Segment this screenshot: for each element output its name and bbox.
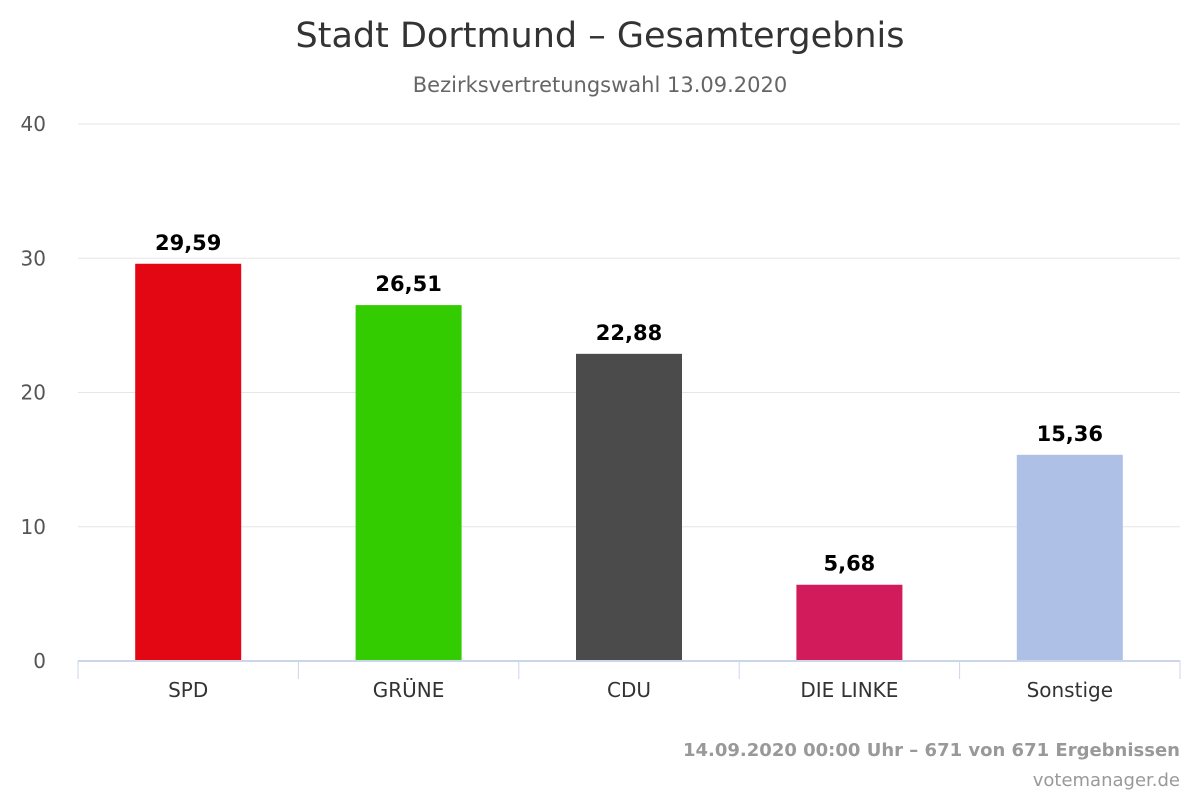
- x-axis-ticks: SPD GRÜNE CDU DIE LINKE Sonstige: [168, 678, 1113, 702]
- data-label: 29,59: [155, 231, 221, 255]
- y-tick-label: 40: [21, 112, 46, 136]
- bar-series: [135, 263, 1123, 661]
- chart-subtitle: Bezirksvertretungswahl 13.09.2020: [413, 73, 787, 97]
- results-status-text: 14.09.2020 00:00 Uhr – 671 von 671 Ergeb…: [683, 740, 1180, 761]
- x-tick-label: DIE LINKE: [800, 678, 898, 702]
- data-label: 5,68: [823, 552, 875, 576]
- y-tick-label: 0: [33, 649, 46, 673]
- bar: [576, 353, 682, 661]
- data-label: 22,88: [596, 321, 662, 345]
- bar: [355, 305, 462, 661]
- data-labels: 29,59 26,51 22,88 5,68 15,36: [155, 231, 1103, 576]
- bar: [796, 584, 903, 661]
- x-axis: [77, 660, 1181, 679]
- y-tick-label: 10: [21, 515, 46, 539]
- y-tick-label: 20: [21, 381, 46, 405]
- y-axis-ticks: 0 10 20 30 40: [21, 112, 46, 673]
- x-tick-label: CDU: [607, 678, 651, 702]
- data-label: 26,51: [375, 272, 441, 296]
- data-label: 15,36: [1037, 422, 1103, 446]
- y-tick-label: 30: [21, 246, 46, 270]
- bar: [1016, 454, 1123, 661]
- bar: [135, 263, 242, 661]
- credit-link[interactable]: votemanager.de: [1033, 770, 1180, 791]
- x-tick-label: Sonstige: [1027, 678, 1113, 702]
- x-tick-label: SPD: [168, 678, 208, 702]
- x-tick-label: GRÜNE: [373, 678, 445, 702]
- chart-title: Stadt Dortmund – Gesamtergebnis: [296, 16, 905, 56]
